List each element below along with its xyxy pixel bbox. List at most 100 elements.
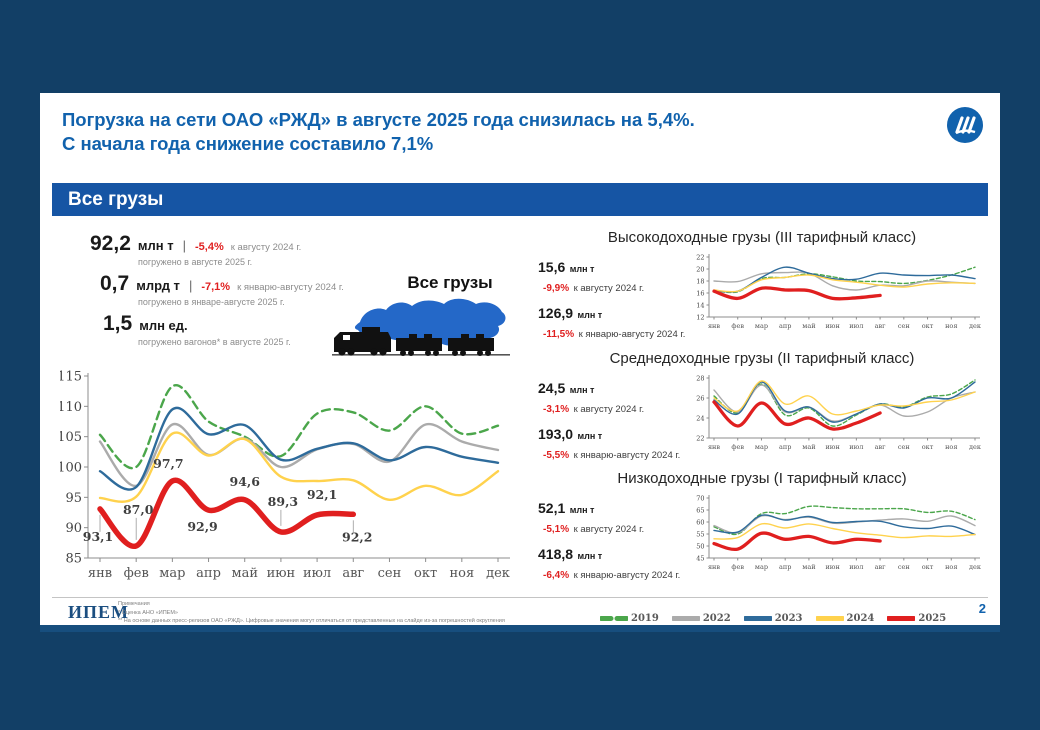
- svg-text:24: 24: [696, 414, 704, 422]
- page-title: Погрузка на сети ОАО «РЖД» в августе 202…: [62, 108, 822, 157]
- legend-swatch-2024: [814, 609, 846, 627]
- stat-value: 24,5: [538, 380, 566, 396]
- svg-text:апр: апр: [196, 566, 221, 581]
- stat-value: 193,0: [538, 426, 574, 442]
- svg-text:90: 90: [65, 521, 82, 536]
- svg-text:93,1: 93,1: [83, 529, 113, 544]
- svg-text:янв: янв: [708, 443, 720, 451]
- legend-year-label: 2019: [631, 612, 659, 624]
- svg-text:янв: янв: [708, 322, 720, 330]
- stat-pct: -5,4%: [194, 241, 224, 253]
- mid-income-chart: 28 26 24 22 янв фев мар апр май июн июл авг сен окт но…: [692, 370, 992, 472]
- high-income-stats: 15,6 млн т -9,9% к августу 2024 г. 126,9…: [532, 249, 692, 351]
- svg-text:дек: дек: [969, 443, 981, 451]
- title-line-2: С начала года снижение составило 7,1%: [62, 133, 434, 155]
- stat-caption: погружено в августе 2025 г.: [138, 257, 253, 267]
- svg-text:94,6: 94,6: [230, 474, 261, 489]
- stat-vs: к августу 2024 г.: [230, 242, 302, 253]
- stat-pct: -3,1%: [543, 404, 570, 415]
- low-income-chart: 70 65 60 55 50 45 янв фев мар апр май июн июл авг сен о…: [692, 490, 992, 592]
- stat-value: 126,9: [538, 305, 574, 321]
- svg-text:окт: окт: [922, 322, 934, 330]
- mid-income-block: Среднедоходные грузы (II тарифный класс)…: [532, 350, 992, 472]
- svg-text:ноя: ноя: [449, 566, 474, 581]
- svg-text:дек: дек: [486, 566, 510, 581]
- low-income-stats: 52,1 млн т -5,1% к августу 2024 г. 418,8…: [532, 490, 692, 592]
- svg-text:20: 20: [696, 265, 704, 273]
- svg-text:май: май: [802, 443, 815, 451]
- high-income-block: Высокодоходные грузы (III тарифный класс…: [532, 229, 992, 351]
- svg-text:июн: июн: [825, 322, 839, 330]
- svg-text:115: 115: [60, 370, 82, 385]
- page-number: 2: [978, 601, 986, 616]
- stat-unit: млн ед.: [139, 318, 188, 333]
- svg-text:окт: окт: [922, 563, 934, 571]
- legend-item-2024: 2024: [814, 609, 875, 627]
- stat-value: 0,7: [100, 272, 130, 295]
- svg-text:45: 45: [696, 554, 704, 562]
- footnote-1: * Оценка АНО «ИПЕМ»: [118, 609, 178, 616]
- stat-divider: |: [182, 238, 186, 253]
- svg-text:мар: мар: [755, 563, 768, 571]
- legend-year-label: 2024: [846, 612, 875, 624]
- low-income-block: Низкодоходные грузы (I тарифный класс) 5…: [532, 470, 992, 592]
- svg-text:26: 26: [696, 394, 704, 402]
- stat-value: 1,5: [103, 312, 133, 335]
- stat-unit: млн т: [137, 238, 174, 253]
- stat-vs: к августу 2024 г.: [573, 283, 645, 294]
- stat-row-monthly: 92,2 млн т | -5,4% к августу 2024 г.: [90, 232, 520, 256]
- section-banner: Все грузы: [52, 183, 988, 216]
- svg-text:ноя: ноя: [945, 443, 957, 451]
- svg-text:мар: мар: [159, 566, 185, 581]
- stat-unit: млн т: [577, 310, 603, 320]
- svg-text:12: 12: [696, 313, 704, 321]
- legend: 2019 2022 2023 2024 2025: [598, 609, 946, 627]
- svg-text:55: 55: [696, 530, 704, 538]
- svg-text:май: май: [802, 322, 815, 330]
- stat-unit: млн т: [569, 385, 595, 395]
- all-freight-chart: 115 110 105 100 95 90 85 янв фев мар апр май июн июл а…: [57, 368, 530, 598]
- stat-vs: к январю-августу 2024 г.: [578, 329, 686, 340]
- svg-text:фев: фев: [731, 443, 744, 451]
- stat-vs: к августу 2024 г.: [573, 524, 645, 535]
- ipem-wordmark: ИПЕМ: [68, 602, 129, 622]
- svg-text:июн: июн: [825, 563, 839, 571]
- svg-text:мар: мар: [755, 322, 768, 330]
- svg-text:28: 28: [696, 374, 704, 382]
- svg-text:ноя: ноя: [945, 322, 957, 330]
- svg-text:апр: апр: [779, 443, 791, 451]
- legend-item-2019: 2019: [598, 609, 659, 627]
- svg-text:окт: окт: [414, 566, 437, 581]
- svg-text:июн: июн: [267, 566, 296, 581]
- svg-text:фев: фев: [731, 563, 744, 571]
- stat-value: 92,2: [90, 232, 131, 255]
- svg-text:авг: авг: [875, 322, 887, 330]
- stat-unit: млн т: [577, 551, 603, 561]
- chart-title: Среднедоходные грузы (II тарифный класс): [609, 350, 915, 367]
- svg-text:дек: дек: [969, 563, 981, 571]
- svg-text:июл: июл: [849, 563, 863, 571]
- stat-unit: млн т: [569, 505, 595, 515]
- svg-text:май: май: [802, 563, 815, 571]
- stat-unit: млрд т: [136, 278, 180, 293]
- svg-text:14: 14: [696, 301, 704, 309]
- svg-text:апр: апр: [779, 563, 791, 571]
- svg-text:92,9: 92,9: [187, 519, 217, 534]
- ipem-logo-icon: [946, 106, 984, 144]
- legend-item-2025: 2025: [885, 609, 946, 627]
- svg-text:70: 70: [696, 494, 704, 502]
- svg-text:май: май: [231, 566, 258, 581]
- legend-swatch-2023: [742, 609, 774, 627]
- legend-swatch-2022: [670, 609, 702, 627]
- legend-year-label: 2023: [774, 612, 803, 624]
- stat-value: 52,1: [538, 500, 566, 516]
- svg-text:авг: авг: [875, 443, 887, 451]
- slide-bottom-bar: [40, 625, 1000, 632]
- svg-text:85: 85: [65, 552, 82, 567]
- callout-label: Все грузы: [407, 273, 493, 292]
- section-banner-label: Все грузы: [68, 188, 164, 210]
- stat-unit: млн т: [569, 264, 595, 274]
- chart-title: Низкодоходные грузы (I тарифный класс): [617, 470, 907, 487]
- svg-text:89,3: 89,3: [268, 494, 298, 509]
